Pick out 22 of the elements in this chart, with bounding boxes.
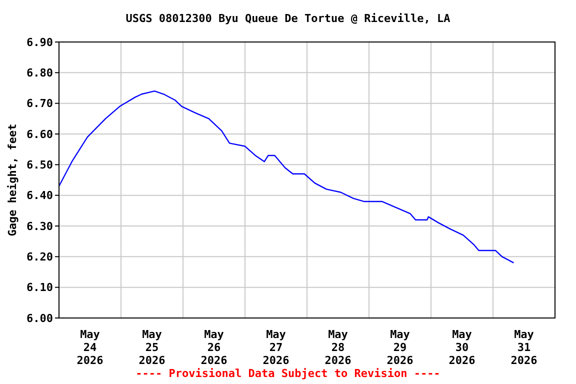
y-tick-label: 6.40 <box>26 189 53 202</box>
y-tick-label: 6.50 <box>26 158 53 172</box>
x-tick-label: May 27 2026 <box>262 328 290 367</box>
line-series <box>59 90 514 264</box>
x-tick-label: May 31 2026 <box>510 328 538 367</box>
y-axis-title: Gage height, feet <box>6 124 19 236</box>
x-tick-label: May 26 2026 <box>200 328 228 367</box>
y-tick-label: 6.60 <box>26 128 53 141</box>
text: ---- Provisional Data Subject to Revision ---- <box>134 367 442 380</box>
y-tick-label: 6.70 <box>26 97 53 110</box>
y-tick-label: 6.80 <box>26 66 53 80</box>
y-tick-label: 6.90 <box>26 36 53 49</box>
chart-title: USGS 08012300 Byu Queue De Tortue @ Riceville, LA <box>124 12 452 25</box>
x-tick-label: May 30 2026 <box>448 328 476 367</box>
y-tick-label: 6.30 <box>26 220 53 233</box>
x-tick-label: May 28 2026 <box>324 328 352 367</box>
y-tick-label: 6.00 <box>26 312 53 325</box>
y-tick-label: 6.20 <box>26 250 53 264</box>
x-tick-label: May 29 2026 <box>386 328 414 367</box>
x-tick-label: May 25 2026 <box>138 328 166 367</box>
y-tick-label: 6.10 <box>26 281 53 294</box>
x-tick-label: May 24 2026 <box>76 328 104 367</box>
